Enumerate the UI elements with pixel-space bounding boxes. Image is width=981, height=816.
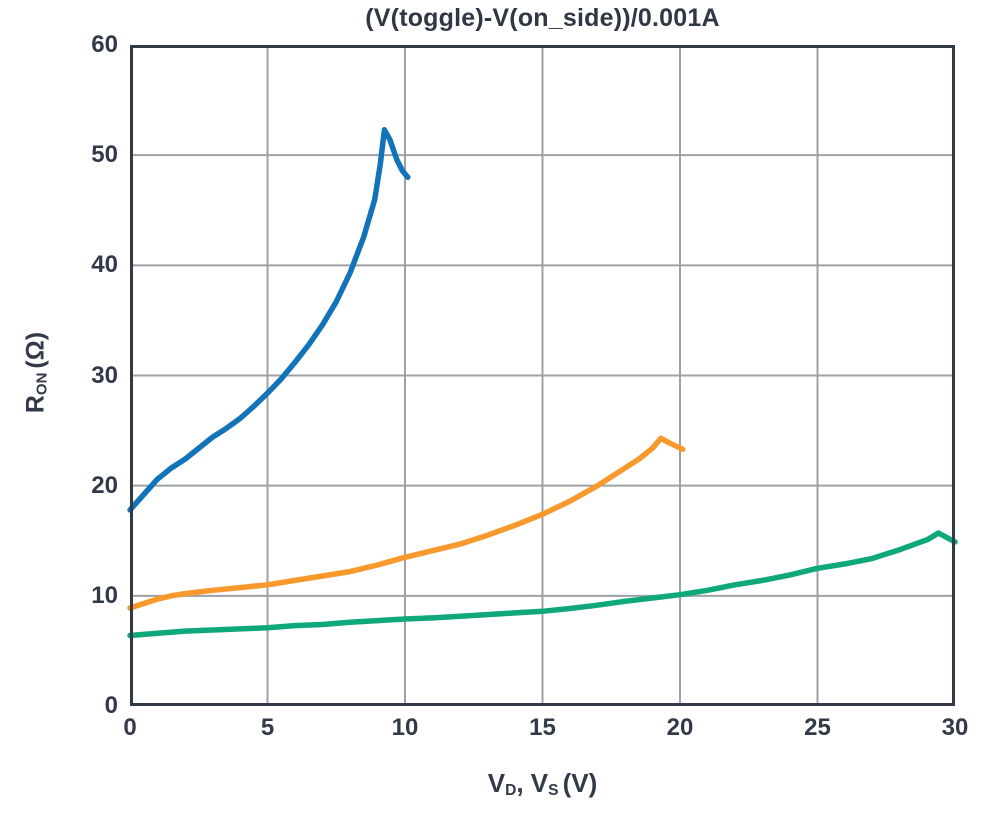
y-tick-label: 60 bbox=[91, 31, 118, 58]
chart-plot-area bbox=[127, 45, 958, 706]
y-tick-label: 20 bbox=[91, 471, 118, 499]
x-axis-label-v1: V bbox=[487, 768, 506, 798]
x-axis-label-unit: (V) bbox=[562, 768, 598, 798]
series-line-blue bbox=[127, 127, 411, 513]
x-tick-label: 30 bbox=[941, 714, 969, 741]
x-tick-label: 25 bbox=[804, 714, 831, 741]
y-tick-label: 50 bbox=[91, 141, 118, 169]
x-axis-label-mid: , V bbox=[516, 768, 549, 798]
x-tick-label: 15 bbox=[529, 714, 556, 741]
y-axis-label-symbol: R bbox=[21, 395, 50, 414]
series-line-green bbox=[127, 530, 958, 639]
x-axis-label: VD, VS (V) bbox=[130, 768, 955, 799]
y-tick-label: 40 bbox=[91, 251, 118, 279]
y-tick-label: 30 bbox=[91, 361, 118, 389]
x-tick-label: 0 bbox=[123, 714, 137, 741]
x-tick-label: 5 bbox=[260, 714, 275, 741]
y-axis-label-subscript: ON bbox=[33, 372, 51, 396]
plot-border bbox=[130, 45, 955, 706]
series-line-orange bbox=[127, 435, 686, 611]
x-tick-label: 10 bbox=[391, 714, 419, 741]
x-axis-label-subscript-d: D bbox=[505, 782, 517, 800]
x-tick-label: 20 bbox=[666, 714, 694, 741]
x-axis-label-subscript-s: S bbox=[548, 782, 559, 800]
y-axis-label: RON (Ω) bbox=[22, 293, 51, 453]
chart-title: (V(toggle)-V(on_side))/0.001A bbox=[365, 4, 720, 32]
y-tick-label: 10 bbox=[91, 581, 118, 609]
y-tick-label: 0 bbox=[104, 692, 118, 719]
y-axis-label-unit: (Ω) bbox=[21, 331, 50, 369]
